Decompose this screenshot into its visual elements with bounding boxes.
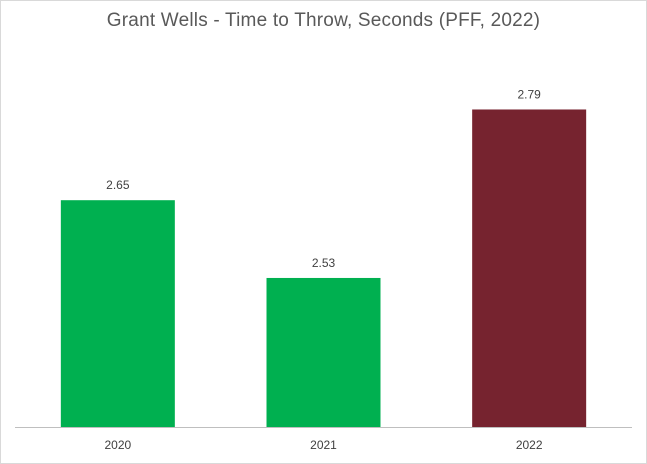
data-label-2020: 2.65 [106,178,130,192]
bar-2022 [472,109,587,427]
data-label-2022: 2.79 [517,87,541,101]
x-tick-label-2022: 2022 [516,438,543,452]
bar-2020 [60,200,175,427]
chart-title: Grant Wells - Time to Throw, Seconds (PF… [106,10,541,31]
x-tick-label-2020: 2020 [104,438,131,452]
x-tick-label-2021: 2021 [310,438,337,452]
bar-2021 [266,277,381,427]
data-label-2021: 2.53 [312,256,336,270]
